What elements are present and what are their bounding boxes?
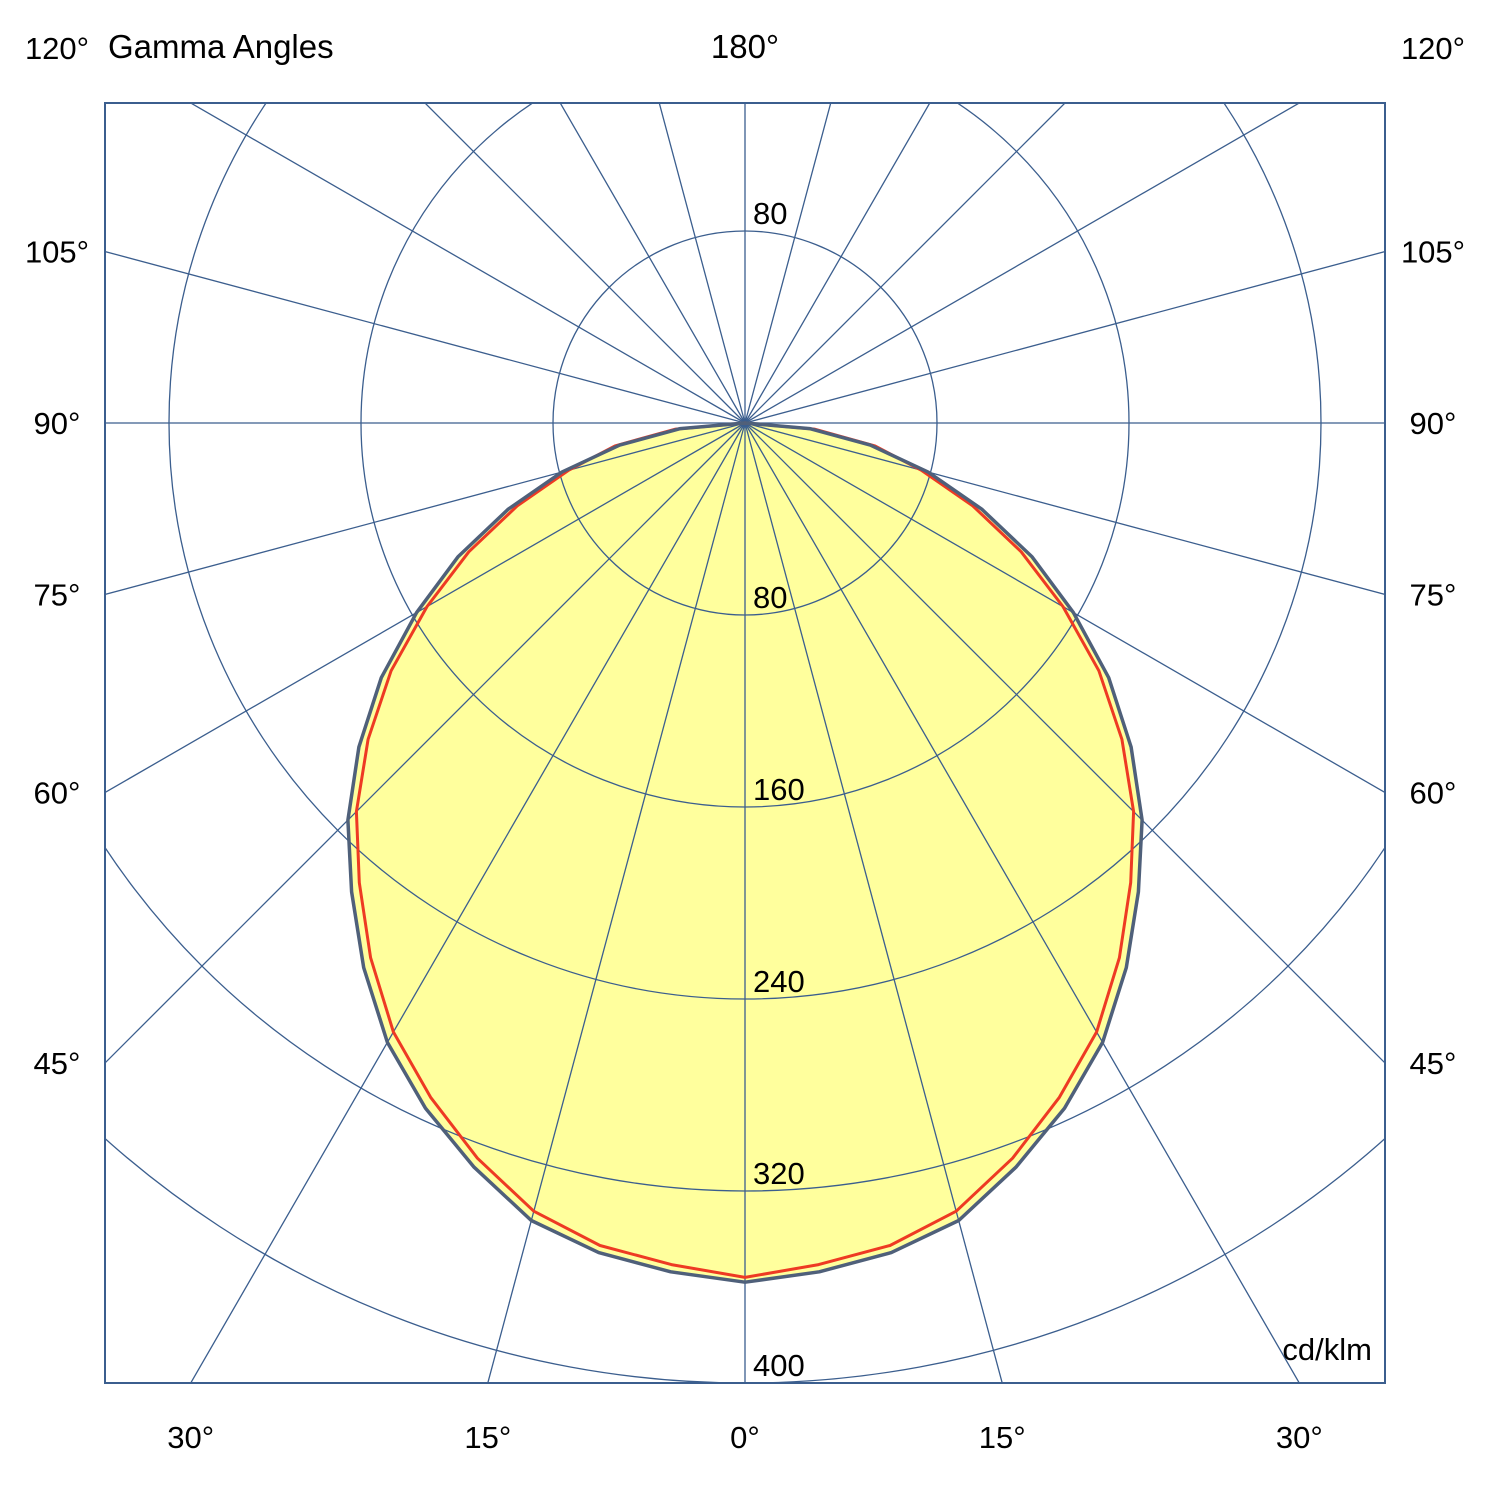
radial-line xyxy=(744,422,1385,794)
radial-line xyxy=(744,250,1385,424)
angle-label-side: 90° xyxy=(34,406,81,441)
plot-border xyxy=(104,102,1386,1384)
radial-line xyxy=(189,422,746,1383)
ring-label: 240 xyxy=(753,964,805,999)
radial-line xyxy=(105,422,746,794)
radial-line xyxy=(658,103,746,424)
angle-label-side: 45° xyxy=(34,1046,81,1081)
radial-line xyxy=(744,422,1385,1064)
radial-line xyxy=(744,103,832,424)
photometric-curve-outline xyxy=(346,421,1144,1284)
angle-label-side: 105° xyxy=(1401,235,1465,270)
angle-label-side: 45° xyxy=(1410,1046,1457,1081)
radial-line xyxy=(744,103,931,424)
angle-label-bottom: 30° xyxy=(167,1420,214,1455)
ring-label: 160 xyxy=(753,772,805,807)
radial-line xyxy=(105,250,746,424)
ring-label: 400 xyxy=(753,1348,805,1383)
radial-line xyxy=(744,103,1066,424)
angle-label-side: 60° xyxy=(1410,776,1457,811)
angle-label-side: 60° xyxy=(34,776,81,811)
angle-label-side: 75° xyxy=(1410,578,1457,613)
angle-label-side: 75° xyxy=(34,578,81,613)
radial-line xyxy=(487,422,746,1383)
angle-label-bottom: 15° xyxy=(464,1420,511,1455)
ring-label: 320 xyxy=(753,1156,805,1191)
radial-line xyxy=(744,422,1385,596)
chart-title: Gamma Angles xyxy=(108,28,334,65)
angle-label-bottom: 15° xyxy=(979,1420,1026,1455)
ring-label: 80 xyxy=(753,580,787,615)
radial-line xyxy=(424,103,746,424)
unit-label: cd/klm xyxy=(1282,1332,1372,1367)
ring-label: 80 xyxy=(753,196,787,231)
angle-label-side: 105° xyxy=(25,235,89,270)
radial-line xyxy=(559,103,746,424)
angle-label-bottom: 30° xyxy=(1276,1420,1323,1455)
angle-label-side: 120° xyxy=(25,31,89,66)
angle-label-side: 90° xyxy=(1410,406,1457,441)
radial-line xyxy=(744,422,1301,1383)
radial-line xyxy=(105,422,746,1064)
photometric-curve-red xyxy=(354,421,1136,1279)
radial-line xyxy=(189,103,746,424)
angle-label-side: 120° xyxy=(1401,31,1465,66)
radial-line xyxy=(744,103,1301,424)
radial-line xyxy=(105,422,746,596)
angle-label-bottom: 0° xyxy=(730,1420,760,1455)
radial-line xyxy=(744,422,1003,1383)
angle-label-top: 180° xyxy=(710,28,780,65)
